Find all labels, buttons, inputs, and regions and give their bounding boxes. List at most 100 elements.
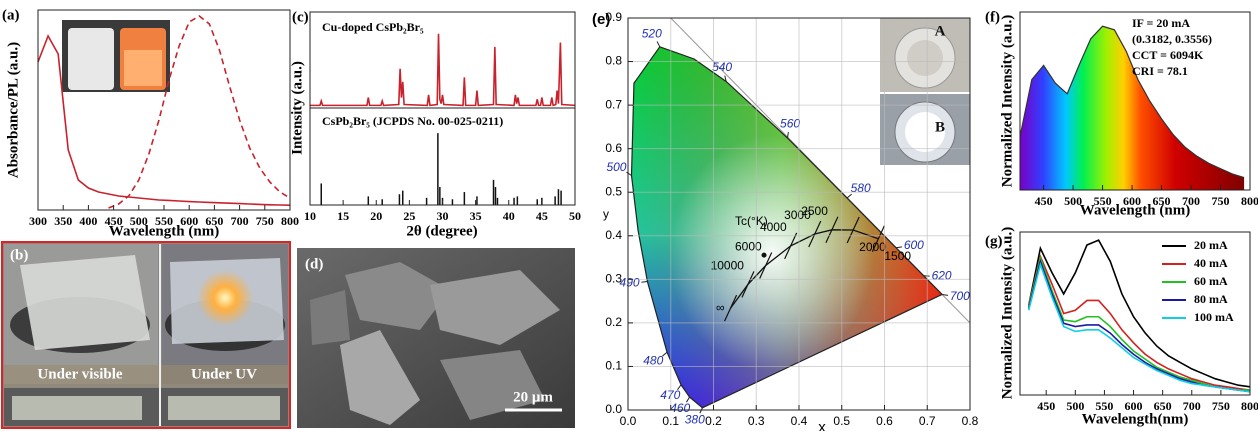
scale-bar-label: 20 μm — [513, 389, 553, 405]
x-tick-label: 600 — [1123, 194, 1141, 208]
y-tick-label: 0.1 — [605, 359, 622, 373]
y-tick-label: 0.7 — [605, 97, 622, 111]
x-tick-label: 700 — [1183, 399, 1201, 413]
x-tick-label: 550 — [1094, 194, 1112, 208]
x-tick-label: 450 — [105, 214, 123, 228]
wavelength-label: 700 — [950, 289, 970, 303]
x-tick-label: 0.2 — [705, 414, 722, 428]
data-line — [37, 34, 291, 206]
wavelength-label: 600 — [904, 238, 924, 252]
x-tick-label: 0.3 — [748, 414, 765, 428]
x-axis-label: Wavelength(nm) — [1082, 411, 1189, 427]
panel: 300 350 400 450 500 550 600 650 700 750 800 (a) Wave… — [2, 7, 299, 239]
caption: Under UV — [191, 366, 257, 382]
x-tick-label: 650 — [1153, 194, 1171, 208]
cct-label: 3000 — [784, 208, 811, 222]
locus-tick — [641, 281, 648, 283]
x-tick-label: 800 — [1241, 194, 1258, 208]
y-axis-label: Normalized Intensity (a.u.) — [999, 15, 1015, 188]
locus-tick — [656, 41, 661, 48]
locus-tick — [895, 246, 903, 249]
x-tick-label: 0.6 — [876, 414, 893, 428]
x-tick-label: 750 — [1212, 399, 1230, 413]
x-tick-label: 650 — [1154, 399, 1172, 413]
cct-label: 2500 — [801, 204, 828, 218]
y-tick-label: 0.9 — [605, 10, 622, 24]
subplot-title: Cu-doped CsPb₂Br₅ — [322, 20, 424, 34]
locus-tick — [626, 171, 632, 176]
data-line — [1027, 253, 1251, 391]
isotherm — [871, 225, 885, 253]
locus-tick — [677, 384, 682, 390]
isotherm — [825, 216, 839, 244]
x-tick-label: 800 — [1241, 399, 1258, 413]
legend-label: 80 mA — [1194, 292, 1228, 306]
x-tick-label: 600 — [1125, 399, 1143, 413]
x-tick-label: 0.8 — [962, 414, 979, 428]
locus-tick — [724, 75, 727, 82]
plot-frame — [37, 9, 291, 211]
panel-label: (e) — [592, 11, 610, 28]
y-axis-label: Absorbance/PL (a.u.) — [5, 42, 21, 178]
y-tick-label: 0.8 — [605, 54, 622, 68]
panel: 20 mA 40 mA 60 mA 80 mA 100 mA 450 500 550 600 65… — [985, 227, 1258, 428]
x-tick-label: 0.1 — [662, 414, 679, 428]
white-point — [761, 252, 767, 258]
x-axis-label: Wavelength (nm) — [1080, 202, 1190, 218]
inset-label: B — [935, 119, 945, 135]
x-tick-label: 350 — [54, 214, 72, 228]
legend-label: 40 mA — [1194, 256, 1228, 270]
area-edge — [1019, 25, 1245, 179]
y-tick-label: 0.0 — [605, 402, 622, 416]
data-line — [1027, 239, 1251, 388]
x-tick-label: 600 — [180, 214, 198, 228]
panel-label: (c) — [292, 9, 309, 25]
x-tick-label: 500 — [1064, 194, 1082, 208]
panel-label: (b) — [10, 247, 28, 263]
x-tick-label: 750 — [256, 214, 274, 228]
x-tick-label: 750 — [1212, 194, 1230, 208]
x-tick-label: 30 — [437, 209, 449, 223]
x-tick-label: 0.0 — [620, 414, 637, 428]
wavelength-label: 480 — [643, 353, 663, 367]
photo-panel-b: (b) Under visible Under UV — [1, 241, 291, 429]
panel: (c) Cu-doped CsPb₂Br₅ Intensity (a.u.) — [289, 9, 576, 155]
data-line — [310, 33, 576, 107]
wavelength-label: 620 — [932, 269, 952, 283]
x-tick-label: 500 — [130, 214, 148, 228]
locus-tick — [846, 193, 852, 199]
x-tick-label: 450 — [1035, 194, 1053, 208]
y-tick-label: 0.6 — [605, 141, 622, 155]
annotation: (0.3182, 0.3556) — [1132, 32, 1212, 46]
panel-label: (d) — [305, 256, 323, 272]
inset-photo — [62, 20, 170, 92]
caption: Under visible — [37, 366, 122, 382]
photo-panel-d: (d) 20 μm — [297, 248, 575, 428]
wavelength-label: 380 — [685, 413, 705, 427]
isotherm — [808, 220, 822, 248]
locus-tick — [686, 396, 690, 403]
area — [1020, 26, 1245, 190]
wavelength-label: 580 — [851, 181, 871, 195]
x-tick-label: 10 — [304, 209, 316, 223]
y-tick-label: 0.2 — [605, 315, 622, 329]
x-tick-label: 450 — [1037, 399, 1055, 413]
annotation: CRI = 78.1 — [1132, 64, 1188, 78]
cct-label: 2000 — [859, 240, 886, 254]
cct-label: ∞ — [716, 300, 725, 314]
x-tick-label: 700 — [1182, 194, 1200, 208]
panel: IF = 20 mA (0.3182, 0.3556) CCT = 6094K CRI… — [985, 9, 1258, 218]
wavelength-label: 490 — [620, 275, 640, 289]
y-axis-label: Normalized Intensity (a.u.) — [999, 227, 1015, 400]
cct-label: 6000 — [735, 240, 762, 254]
panel-label: (g) — [985, 233, 1003, 249]
data-line — [1027, 261, 1251, 393]
isotherm — [846, 216, 860, 244]
plot-frame — [627, 17, 971, 411]
x-tick-label: 550 — [1095, 399, 1113, 413]
wavelength-label: 500 — [606, 160, 626, 174]
isotherm — [759, 252, 773, 279]
data-line — [108, 15, 291, 209]
